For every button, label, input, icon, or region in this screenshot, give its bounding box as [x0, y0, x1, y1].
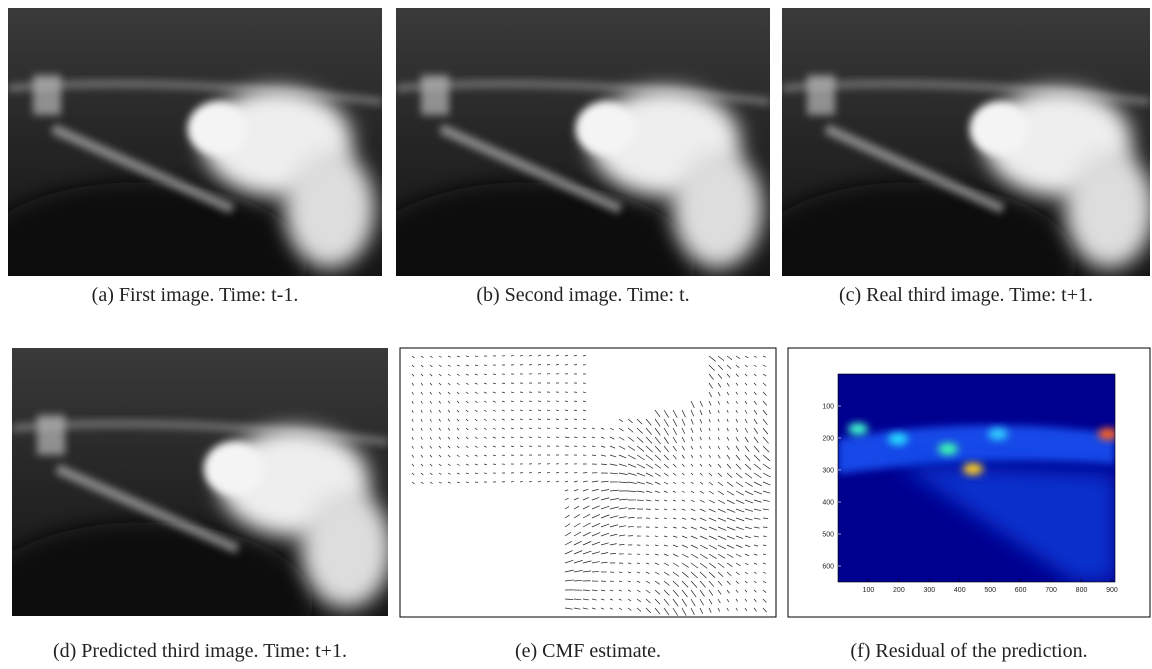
figure: 100 200 300 400 500 600 700 800 900 100 200 300 400 5…	[0, 0, 1152, 669]
x-tick-label: 500	[984, 587, 996, 594]
sea	[359, 182, 696, 343]
y-tick-label: 500	[822, 532, 834, 539]
x-tick-label: 600	[1015, 587, 1027, 594]
cloud-patch	[807, 75, 835, 115]
cloud	[576, 102, 636, 156]
cloud	[970, 102, 1029, 156]
satellite-image	[0, 348, 392, 669]
figure-graphics: 100 200 300 400 500 600 700 800 900 100 200 300 400 5…	[0, 0, 1152, 669]
cloud	[673, 150, 763, 268]
caption: (b) Second image. Time: t.	[396, 284, 770, 307]
caption: (d) Predicted third image. Time: t+1.	[0, 640, 400, 663]
x-tick-label: 400	[954, 587, 966, 594]
cloud-patch	[37, 415, 65, 455]
residual-hotspot	[888, 433, 908, 445]
x-tick-label: 700	[1045, 587, 1057, 594]
x-tick-label: 100	[863, 587, 875, 594]
residual-hotspot	[938, 443, 958, 455]
residual-hotspot	[988, 428, 1008, 440]
x-tick-label: 900	[1106, 587, 1118, 594]
residual-hotspot	[963, 463, 983, 475]
y-tick-label: 600	[822, 564, 834, 571]
cloud	[1065, 150, 1152, 268]
x-tick-label: 200	[893, 587, 905, 594]
y-tick-label: 400	[822, 500, 834, 507]
caption: (c) Real third image. Time: t+1.	[782, 284, 1150, 307]
heatmap	[838, 374, 1118, 582]
cloud-patch	[421, 75, 449, 115]
cloud	[188, 102, 248, 156]
cloud-patch	[33, 75, 61, 115]
residual-hotspot	[848, 423, 868, 435]
y-tick-label: 200	[822, 436, 834, 443]
cloud	[285, 150, 375, 268]
panel-frame	[400, 348, 776, 617]
x-tick-label: 300	[923, 587, 935, 594]
cloud	[302, 490, 392, 608]
caption: (f) Residual of the prediction.	[788, 640, 1150, 663]
caption: (a) First image. Time: t-1.	[8, 284, 382, 307]
y-tick-label: 300	[822, 468, 834, 475]
caption: (e) CMF estimate.	[400, 640, 776, 663]
cloud	[204, 442, 264, 496]
y-tick-label: 100	[822, 404, 834, 411]
sea	[745, 182, 1076, 343]
x-tick-label: 800	[1076, 587, 1088, 594]
